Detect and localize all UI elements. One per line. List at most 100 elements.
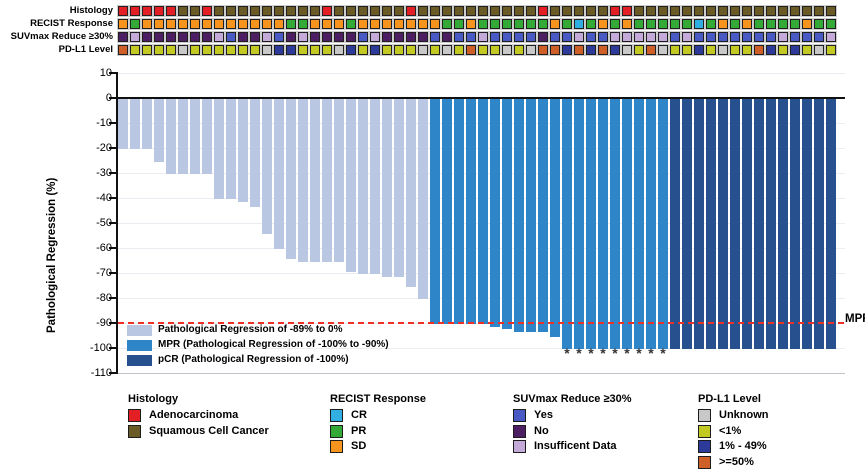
y-tick-label: -10: [96, 116, 112, 129]
legend-swatch-recist-PR: [330, 424, 343, 438]
track-cell: [466, 32, 476, 42]
track-cell: [262, 32, 272, 42]
track-cell: [730, 32, 740, 42]
bar: [562, 99, 572, 349]
track-cell: [634, 6, 644, 16]
track-cell: [682, 45, 692, 55]
track-cell: [214, 6, 224, 16]
track-cell: [538, 19, 548, 29]
bar: [130, 99, 140, 149]
track-cell: [514, 19, 524, 29]
track-cell: [742, 32, 752, 42]
bar: [190, 99, 200, 174]
track-cell: [310, 45, 320, 55]
bar: [466, 99, 476, 324]
track-cell: [166, 32, 176, 42]
track-cell: [490, 6, 500, 16]
track-cell: [802, 45, 812, 55]
track-cell: [454, 32, 464, 42]
y-tick-label: -90: [96, 316, 112, 329]
track-cell: [490, 45, 500, 55]
bar: [394, 99, 404, 277]
track-cell: [382, 19, 392, 29]
zero-baseline: [116, 96, 845, 100]
track-cell: [574, 19, 584, 29]
track-cell: [226, 6, 236, 16]
bar: [250, 99, 260, 207]
track-cell: [622, 32, 632, 42]
track-cell: [130, 32, 140, 42]
track-cell: [550, 32, 560, 42]
track-cell: [814, 19, 824, 29]
track-cell: [334, 6, 344, 16]
y-tick-label: 10: [99, 66, 112, 79]
legend-label-suvmax-ID: Insufficent Data: [534, 440, 617, 452]
track-cell: [238, 19, 248, 29]
track-cell: [814, 6, 824, 16]
track-cell: [754, 32, 764, 42]
track-cell: [298, 6, 308, 16]
y-tick-label: -70: [96, 266, 112, 279]
track-cell: [562, 45, 572, 55]
track-cell: [502, 19, 512, 29]
bar: [346, 99, 356, 272]
track-cell: [202, 32, 212, 42]
track-cell: [166, 6, 176, 16]
track-cell: [118, 45, 128, 55]
track-cell: [118, 6, 128, 16]
track-cell: [778, 45, 788, 55]
track-cell: [538, 6, 548, 16]
bar: [502, 99, 512, 329]
track-cell: [622, 6, 632, 16]
bar: [382, 99, 392, 277]
track-cell: [526, 19, 536, 29]
legend-label-pdl1-LT1: <1%: [719, 424, 742, 437]
y-tick-mark: [109, 272, 117, 274]
y-tick-mark: [109, 297, 117, 299]
bar: [454, 99, 464, 324]
bar: [730, 99, 740, 349]
track-cell: [346, 19, 356, 29]
legend-swatch-pdl1-GE50: [698, 455, 711, 469]
legend-swatch-recist-SD: [330, 440, 343, 453]
track-cell: [526, 45, 536, 55]
track-cell: [370, 6, 380, 16]
track-cell: [226, 19, 236, 29]
legend-swatch-suvmax-No: [513, 424, 526, 438]
legend-label-recist-PR: PR: [351, 424, 367, 437]
track-cell: [514, 45, 524, 55]
track-cell: [358, 6, 368, 16]
track-cell: [598, 32, 608, 42]
track-cell: [226, 45, 236, 55]
y-tick-label: -60: [96, 241, 112, 254]
y-tick-label: -110: [90, 366, 112, 379]
track-cell: [406, 6, 416, 16]
track-cell: [706, 6, 716, 16]
bar: [778, 99, 788, 349]
y-tick-label: 0: [105, 91, 112, 104]
track-cell: [286, 32, 296, 42]
bar: [262, 99, 272, 234]
legend-label-pdl1-U: Unknown: [719, 409, 769, 421]
track-cell: [394, 45, 404, 55]
bar: [334, 99, 344, 262]
track-cell: [442, 32, 452, 42]
plot-legend-label: Pathological Regression of -89% to 0%: [158, 324, 343, 335]
track-cell: [526, 6, 536, 16]
track-cell: [478, 19, 488, 29]
track-cell: [142, 6, 152, 16]
track-cell: [598, 6, 608, 16]
bar: [802, 99, 812, 349]
plot-legend-label: MPR (Pathological Regression of -100% to…: [158, 339, 389, 350]
track-cell: [646, 6, 656, 16]
track-cell: [586, 45, 596, 55]
bar: [610, 99, 620, 349]
track-cell: [310, 19, 320, 29]
track-cell: [250, 45, 260, 55]
y-axis-title: Pathological Regression (%): [46, 177, 58, 333]
track-cell: [382, 32, 392, 42]
y-tick-mark: [109, 372, 117, 374]
y-tick-label: -20: [96, 141, 112, 154]
track-cell: [646, 32, 656, 42]
track-cell: [214, 32, 224, 42]
